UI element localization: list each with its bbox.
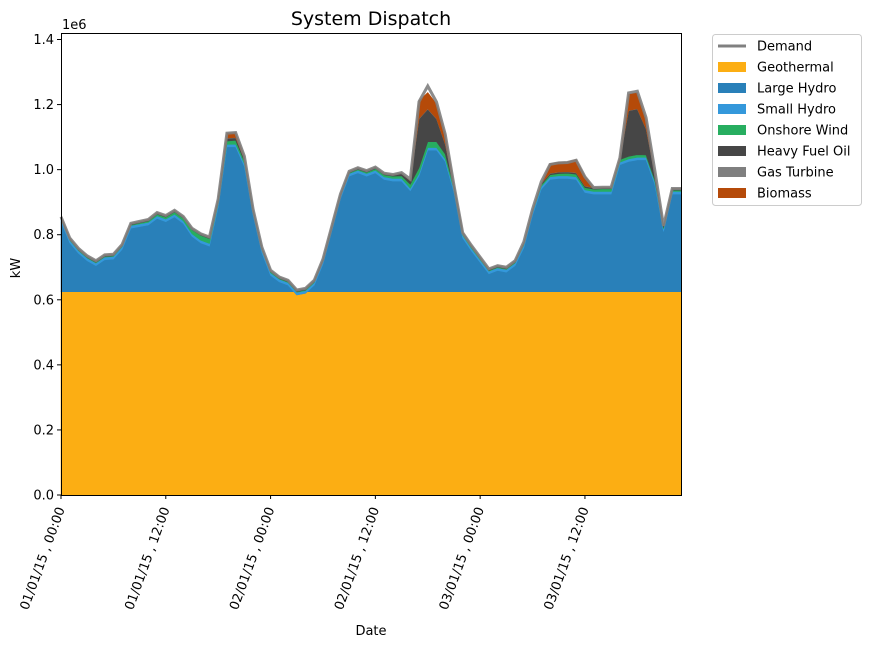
legend-label-heavy-fuel-oil: Heavy Fuel Oil	[757, 145, 850, 160]
legend-swatch-geothermal	[718, 62, 746, 72]
y-tick-label: 0.0	[33, 489, 54, 504]
y-tick-label: 1.4	[33, 33, 54, 48]
line-demand	[59, 82, 681, 292]
legend-swatch-large-hydro	[718, 83, 746, 93]
demand-series	[59, 82, 681, 292]
legend-swatch-small-hydro	[718, 104, 746, 114]
y-tick-label: 0.2	[33, 423, 54, 438]
legend-label-geothermal: Geothermal	[757, 61, 834, 76]
legend: Demand Geothermal Large Hydro Small Hydro On…	[712, 34, 862, 206]
y-tick-label: 0.8	[33, 228, 54, 243]
y-axis: 0.0 0.2 0.4 0.6 0.8 1.0 1.2 1.4	[33, 33, 61, 504]
y-tick-label: 0.4	[33, 358, 54, 373]
legend-swatch-biomass	[718, 188, 746, 198]
legend-swatch-onshore-wind	[718, 125, 746, 135]
legend-label-gas-turbine: Gas Turbine	[757, 166, 834, 181]
legend-label-demand: Demand	[757, 40, 812, 55]
plot-frame	[61, 33, 682, 496]
x-axis-label: Date	[355, 624, 386, 639]
legend-label-small-hydro: Small Hydro	[757, 103, 836, 118]
legend-swatch-gas-turbine	[718, 167, 746, 177]
y-tick-label: 1.2	[33, 98, 54, 113]
legend-frame	[712, 34, 862, 206]
y-tick-label: 0.6	[33, 293, 54, 308]
y-axis-offset-label: 1e6	[62, 18, 87, 33]
legend-swatch-heavy-fuel-oil	[718, 146, 746, 156]
legend-label-biomass: Biomass	[757, 187, 812, 202]
legend-label-large-hydro: Large Hydro	[757, 82, 836, 97]
y-axis-label: kW	[9, 258, 24, 279]
y-tick-label: 1.0	[33, 163, 54, 178]
chart-title: System Dispatch	[291, 8, 451, 30]
legend-label-onshore-wind: Onshore Wind	[757, 124, 848, 139]
area-geothermal	[60, 291, 682, 496]
